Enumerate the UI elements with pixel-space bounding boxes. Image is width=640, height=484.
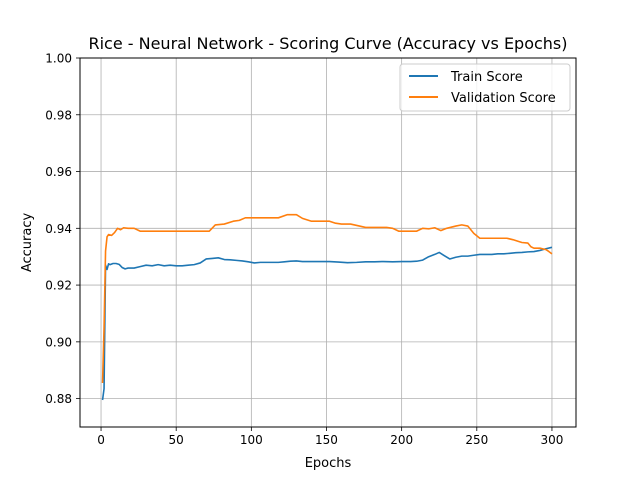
x-tick-label: 250 <box>465 433 488 447</box>
y-tick-label: 0.94 <box>45 222 72 236</box>
y-axis-label: Accuracy <box>20 213 35 273</box>
plot-area-frame <box>79 57 577 428</box>
x-axis-label: Epochs <box>305 456 352 471</box>
legend-label-train: Train Score <box>450 70 523 85</box>
y-tick-label: 0.96 <box>45 165 72 179</box>
y-tick-label: 1.00 <box>45 52 72 66</box>
tick-layer: 0 50 100 150 200 250 300 0.88 0.90 0.92 0.94 0.96 0.… <box>45 52 563 448</box>
series-layer <box>101 213 553 401</box>
x-tick-label: 0 <box>97 433 105 447</box>
chart-title: Rice - Neural Network - Scoring Curve (A… <box>88 34 567 53</box>
x-tick-label: 150 <box>315 433 338 447</box>
x-tick-label: 50 <box>169 433 184 447</box>
y-tick-label: 0.90 <box>45 335 72 349</box>
series-line-train <box>101 246 553 401</box>
y-tick-label: 0.98 <box>45 108 72 122</box>
legend-label-validation: Validation Score <box>451 91 556 106</box>
x-tick-label: 300 <box>540 433 563 447</box>
x-tick-label: 200 <box>390 433 413 447</box>
legend: Train Score Validation Score <box>399 63 571 112</box>
legend-box <box>399 63 571 112</box>
y-tick-label: 0.92 <box>45 279 72 293</box>
y-tick-label: 0.88 <box>45 392 72 406</box>
x-tick-label: 100 <box>240 433 263 447</box>
series-line-validation <box>101 213 553 384</box>
